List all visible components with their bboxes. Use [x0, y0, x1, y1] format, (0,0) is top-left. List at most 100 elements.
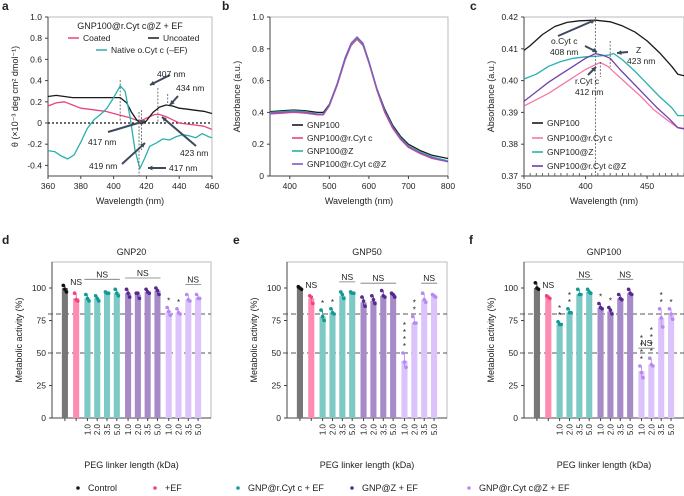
- data-point: [154, 286, 158, 290]
- bar: [296, 288, 303, 418]
- x-tick-label: 440: [172, 181, 186, 191]
- x-axis-title: PEG linker length (kDa): [557, 460, 652, 470]
- y-axis-title: Absorbance (a.u.): [486, 61, 496, 133]
- x-tick-label: 1.0: [124, 423, 133, 435]
- data-point: [585, 287, 590, 292]
- significance-label: NS: [70, 277, 82, 287]
- arrow-head: [140, 119, 145, 125]
- legend-label: Control: [88, 483, 117, 493]
- y-tick-label: 0: [513, 413, 518, 423]
- series-line-gnp100-r-cyt-c: [270, 38, 448, 163]
- x-tick-label: 2.0: [369, 423, 378, 435]
- y-tick-label: 0.6: [252, 76, 264, 86]
- bar: [94, 298, 101, 418]
- series-line-gnp100: [524, 19, 684, 77]
- significance-star: *: [650, 347, 653, 356]
- x-axis-title: Wavelength (nm): [325, 196, 393, 206]
- bar: [319, 316, 326, 418]
- data-point: [667, 307, 672, 311]
- data-point: [184, 292, 189, 297]
- data-point: [320, 314, 325, 319]
- significance-label: NS: [372, 273, 384, 283]
- x-axis-title: PEG linker length (kDa): [320, 460, 415, 470]
- y-tick-label: 0: [41, 413, 46, 423]
- legend-label: GNP100@Z: [547, 147, 593, 157]
- y-tick-label: 50: [509, 348, 519, 358]
- data-point: [536, 287, 541, 292]
- significance-star: *: [640, 341, 643, 350]
- x-tick-label: 1.0: [637, 423, 646, 435]
- data-point: [383, 295, 387, 299]
- data-point: [608, 308, 613, 312]
- data-point: [116, 294, 121, 298]
- x-tick-label: 3.5: [379, 423, 388, 435]
- x-tick-label: 360: [41, 181, 55, 191]
- data-point: [61, 283, 66, 288]
- significance-star: *: [403, 342, 406, 351]
- y-tick-label: 100: [32, 283, 46, 293]
- y-axis-title: Metabolic activity (%): [486, 297, 496, 382]
- significance-label: NS: [619, 269, 631, 279]
- panel-label-a: a: [2, 0, 9, 13]
- significance-star: *: [609, 297, 612, 306]
- data-point: [72, 291, 77, 296]
- significance-star: *: [321, 299, 324, 308]
- significance-star: *: [599, 293, 602, 302]
- significance-star: *: [413, 299, 416, 308]
- annotation-label: 407 nm: [157, 69, 185, 79]
- data-point: [155, 288, 160, 293]
- significance-star: *: [640, 348, 643, 357]
- y-axis-title: θ (×10⁻³ deg cm² dmol⁻¹): [10, 46, 20, 147]
- data-point: [641, 375, 645, 380]
- data-point: [629, 292, 634, 297]
- x-tick-label: 2.0: [175, 423, 184, 435]
- significance-star: *: [660, 291, 663, 300]
- arrow-head: [170, 100, 175, 105]
- x-tick-label: 420: [139, 181, 153, 191]
- data-point: [126, 291, 130, 296]
- bar: [134, 294, 141, 418]
- significance-label: NS: [578, 269, 590, 279]
- significance-label: NS: [423, 273, 435, 283]
- significance-star: *: [670, 298, 673, 307]
- bar: [349, 291, 356, 418]
- data-point: [188, 299, 192, 303]
- y-tick-label: 0.42: [501, 12, 518, 22]
- legend-label: GNP100@Z: [307, 146, 353, 156]
- data-point: [402, 360, 407, 364]
- data-point: [113, 287, 118, 292]
- legend-marker: [236, 486, 240, 490]
- panel-label-e: e: [233, 233, 240, 247]
- x-tick-label: 3.5: [575, 423, 584, 435]
- panel-a: 360 380 400 420 440 460 -0.4 -0.2 0 0.2 0.4 0.6 0.8 1…: [10, 12, 219, 206]
- x-tick-label: 1.0: [319, 423, 328, 435]
- x-tick-label: 1.0: [556, 423, 565, 435]
- panel-d: 0 25 50 75 100 GNP20 Metabolic activity (%) PEG…: [14, 247, 212, 470]
- data-point: [579, 292, 583, 297]
- significance-star: *: [650, 333, 653, 342]
- y-tick-label: 25: [37, 381, 47, 391]
- x-tick-label: 460: [205, 181, 219, 191]
- data-point: [115, 291, 119, 296]
- data-point: [616, 292, 621, 297]
- data-point: [299, 287, 304, 292]
- significance-star: *: [558, 304, 561, 313]
- x-tick-label: 800: [441, 181, 455, 191]
- data-point: [670, 317, 675, 322]
- data-point: [137, 296, 142, 301]
- x-tick-label: 3.5: [184, 423, 193, 435]
- data-point: [361, 299, 366, 303]
- bar: [339, 295, 346, 418]
- y-tick-label: 100: [267, 283, 281, 293]
- bar: [607, 311, 614, 418]
- x-tick-label: 5.0: [626, 423, 635, 435]
- y-tick-label: 0.40: [501, 76, 518, 86]
- data-point: [166, 309, 171, 314]
- data-point: [589, 291, 593, 296]
- bar: [638, 371, 645, 418]
- y-tick-label: 0.8: [30, 33, 42, 43]
- annotation-label: 423 nm: [627, 56, 655, 66]
- y-tick-label: 0.8: [252, 44, 264, 54]
- data-point: [194, 292, 199, 297]
